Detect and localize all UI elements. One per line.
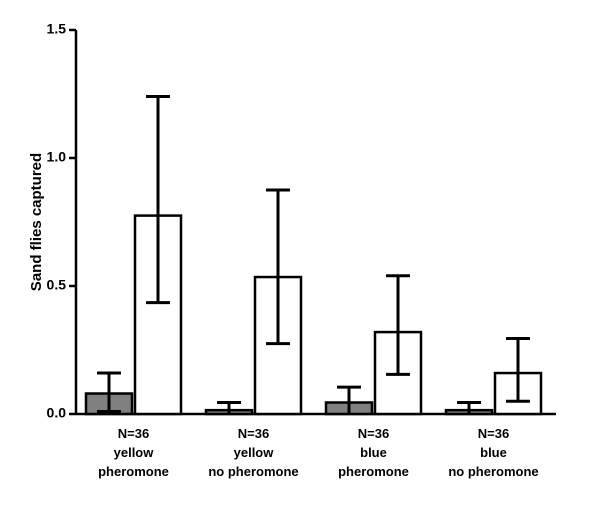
x-category-label-line: yellow — [234, 445, 275, 460]
x-category-label-line: pheromone — [98, 464, 169, 479]
bars — [84, 214, 543, 416]
x-category-label-line: N=36 — [118, 426, 149, 441]
y-axis-title: Sand flies captured — [28, 153, 45, 291]
x-category-label-line: no pheromone — [208, 464, 298, 479]
x-category-label-line: N=36 — [478, 426, 509, 441]
x-category-label-line: blue — [480, 445, 507, 460]
x-category-label-line: pheromone — [338, 464, 409, 479]
y-tick-label: 1.0 — [47, 149, 67, 165]
y-tick-label: 0.0 — [47, 405, 67, 421]
x-category-label-line: yellow — [114, 445, 155, 460]
x-category-label-line: N=36 — [238, 426, 269, 441]
error-bars — [97, 95, 530, 414]
labels: 0.0 0.5 1.0 1.5 N=36 yellow pheromone N=36 yello… — [47, 21, 539, 479]
y-tick-label: 1.5 — [47, 21, 67, 37]
x-category-label-line: N=36 — [358, 426, 389, 441]
x-category-label-line: blue — [360, 445, 387, 460]
x-category-label-line: no pheromone — [448, 464, 538, 479]
y-tick-label: 0.5 — [47, 277, 67, 293]
